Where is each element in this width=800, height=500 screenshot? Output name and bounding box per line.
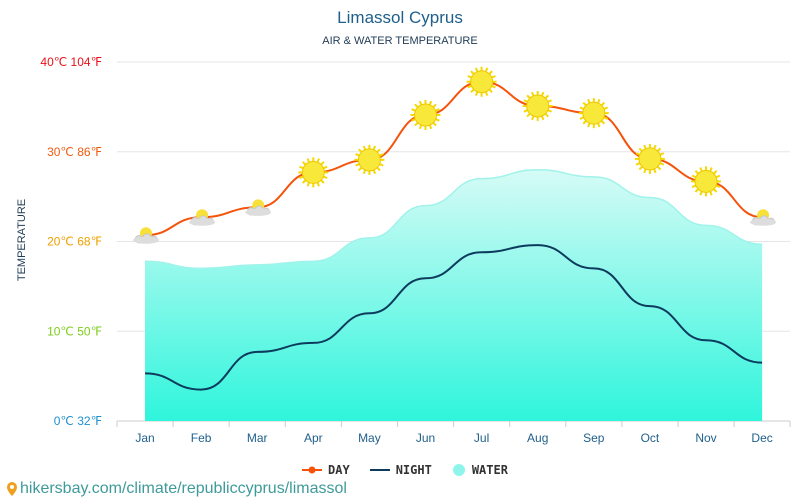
sun-icon (466, 66, 497, 97)
y-tick-label: 30℃ 86℉ (47, 145, 102, 159)
chart-subtitle: AIR & WATER TEMPERATURE (322, 35, 478, 47)
partly-cloudy-icon (133, 227, 159, 244)
x-tick-label: Oct (641, 431, 660, 445)
x-tick-label: May (358, 431, 381, 445)
legend: DAY NIGHT WATER (302, 463, 508, 477)
sun-icon (410, 99, 441, 130)
sun-icon (578, 98, 609, 129)
night-line (144, 244, 763, 391)
chart-title: Limassol Cyprus (337, 8, 463, 27)
y-tick-label: 20℃ 68℉ (47, 235, 102, 249)
y-tick-label: 40℃ 104℉ (40, 55, 102, 69)
x-tick-label: Jul (474, 431, 489, 445)
sun-icon (354, 144, 385, 175)
x-tick-label: Nov (695, 431, 716, 445)
partly-cloudy-icon (189, 209, 216, 226)
x-tick-label: Feb (191, 431, 212, 445)
x-tick-label: Jan (135, 431, 154, 445)
water-line (144, 168, 763, 270)
y-tick-label: 10℃ 50℉ (47, 324, 102, 338)
x-tick-label: Jun (416, 431, 435, 445)
x-tick-label: Aug (527, 431, 548, 445)
y-tick-label: 0℃ 32℉ (54, 414, 102, 428)
y-axis-label: TEMPERATURE (16, 199, 28, 281)
x-tick-label: Apr (304, 431, 323, 445)
legend-water[interactable]: WATER (452, 463, 508, 477)
source-link[interactable]: hikersbay.com/climate/republiccyprus/lim… (6, 480, 347, 498)
legend-day[interactable]: DAY (302, 463, 350, 477)
x-tick-label: Sep (583, 431, 605, 445)
sun-icon (522, 90, 553, 121)
partly-cloudy-icon (245, 199, 272, 216)
location-pin-icon (7, 482, 17, 496)
water-area (145, 169, 763, 421)
partly-cloudy-icon (750, 209, 777, 226)
legend-night[interactable]: NIGHT (369, 463, 432, 477)
sun-icon (691, 166, 721, 197)
temperature-chart: TEMPERATURE 0℃ 32℉ 10℃ 50℉ 20℃ 68℉ 30℃ 86℉ 4… (16, 55, 791, 445)
x-tick-label: Dec (751, 431, 772, 445)
sun-icon (634, 143, 665, 174)
sun-icon (298, 157, 329, 188)
x-tick-label: Mar (247, 431, 268, 445)
